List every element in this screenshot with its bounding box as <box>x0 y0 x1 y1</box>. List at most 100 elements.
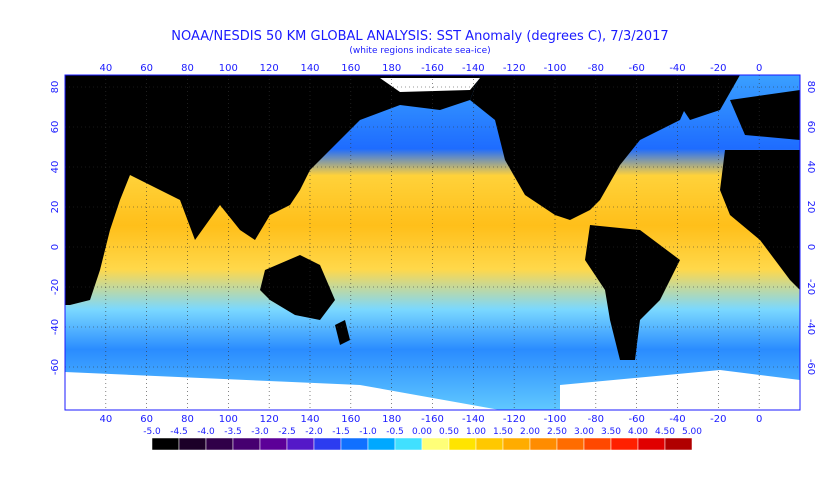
lon-label-top: 40 <box>99 63 112 74</box>
lon-label-bottom: -100 <box>544 414 567 425</box>
colorbar-swatch <box>178 437 207 451</box>
lon-label-top: -60 <box>628 63 644 74</box>
lon-label-top: -80 <box>588 63 604 74</box>
lon-label-bottom: 40 <box>99 414 112 425</box>
colorbar-label: 0.50 <box>439 427 459 437</box>
colorbar-label: -4.5 <box>170 427 188 437</box>
colorbar: -5.0 -4.5 -4.0 -3.5 -3.0 -2.5 -2.0 -1.5 -1.0 -0.5… <box>143 427 702 451</box>
lat-label-left: -40 <box>50 319 61 335</box>
colorbar-swatch <box>232 437 261 451</box>
colorbar-label: 1.50 <box>493 427 513 437</box>
colorbar-swatch <box>340 437 369 451</box>
lon-label-bottom: 160 <box>341 414 360 425</box>
lon-label-top: 180 <box>382 63 401 74</box>
colorbar-label: 3.50 <box>601 427 621 437</box>
colorbar-swatch <box>610 437 639 451</box>
colorbar-label: -1.5 <box>332 427 350 437</box>
colorbar-swatch <box>205 437 234 451</box>
colorbar-swatch <box>529 437 558 451</box>
colorbar-swatch <box>448 437 477 451</box>
colorbar-swatch <box>367 437 396 451</box>
lat-label-right: 60 <box>805 121 816 134</box>
lon-label-bottom: -80 <box>588 414 604 425</box>
lat-label-left: 40 <box>50 161 61 174</box>
lon-label-top: -20 <box>710 63 726 74</box>
colorbar-swatch <box>556 437 585 451</box>
axis-labels: 40 40 60 60 80 80 100 100 120 120 140 140 160 160 180 1… <box>50 63 816 425</box>
lon-label-bottom: 60 <box>140 414 153 425</box>
colorbar-label: 2.50 <box>547 427 567 437</box>
graticule <box>65 75 800 410</box>
map <box>64 74 801 411</box>
colorbar-label: 5.00 <box>682 427 702 437</box>
colorbar-label: -2.5 <box>278 427 296 437</box>
lon-label-bottom: 120 <box>260 414 279 425</box>
lat-label-right: 0 <box>805 244 816 250</box>
lon-label-bottom: -60 <box>628 414 644 425</box>
colorbar-swatch <box>313 437 342 451</box>
sea-ice <box>65 78 800 410</box>
lon-label-bottom: 180 <box>382 414 401 425</box>
colorbar-label: -5.0 <box>143 427 161 437</box>
colorbar-swatch <box>259 437 288 451</box>
lon-label-bottom: 0 <box>756 414 762 425</box>
map-subtitle: (white regions indicate sea-ice) <box>349 46 490 56</box>
colorbar-label: 1.00 <box>466 427 486 437</box>
colorbar-label: 0.00 <box>412 427 432 437</box>
colorbar-swatch <box>394 437 423 451</box>
lat-label-right: -40 <box>805 319 816 335</box>
lat-label-right: 20 <box>805 201 816 214</box>
colorbar-swatch <box>583 437 612 451</box>
colorbar-label: -4.0 <box>197 427 215 437</box>
colorbar-swatch <box>664 437 693 451</box>
colorbar-label: 3.00 <box>574 427 594 437</box>
lon-label-top: 80 <box>181 63 194 74</box>
lat-label-right: -20 <box>805 279 816 295</box>
lon-label-bottom: 140 <box>300 414 319 425</box>
colorbar-swatch <box>286 437 315 451</box>
lon-label-top: -120 <box>503 63 526 74</box>
lat-label-left: 60 <box>50 121 61 134</box>
land <box>65 75 800 360</box>
colorbar-swatch <box>151 437 180 451</box>
lat-label-left: 80 <box>50 81 61 94</box>
lon-label-bottom: 80 <box>181 414 194 425</box>
lon-label-bottom: -40 <box>669 414 685 425</box>
lon-label-top: -140 <box>462 63 485 74</box>
lon-label-bottom: -120 <box>503 414 526 425</box>
lat-label-left: 20 <box>50 201 61 214</box>
colorbar-label: -2.0 <box>305 427 323 437</box>
colorbar-swatch <box>475 437 504 451</box>
map-title: NOAA/NESDIS 50 KM GLOBAL ANALYSIS: SST A… <box>171 29 668 44</box>
lat-label-left: -60 <box>50 359 61 375</box>
lat-label-right: -60 <box>805 359 816 375</box>
lon-label-top: 140 <box>300 63 319 74</box>
lon-label-top: 120 <box>260 63 279 74</box>
lon-label-top: -100 <box>544 63 567 74</box>
lon-label-bottom: 100 <box>219 414 238 425</box>
lon-label-bottom: -160 <box>421 414 444 425</box>
colorbar-label: -3.5 <box>224 427 242 437</box>
colorbar-swatch <box>421 437 450 451</box>
lon-label-bottom: -140 <box>462 414 485 425</box>
lon-label-top: -40 <box>669 63 685 74</box>
colorbar-label: -3.0 <box>251 427 269 437</box>
map-frame <box>64 74 801 411</box>
lat-label-left: 0 <box>50 244 61 250</box>
lat-label-right: 80 <box>805 81 816 94</box>
lat-label-right: 40 <box>805 161 816 174</box>
lon-label-top: 60 <box>140 63 153 74</box>
colorbar-label: 4.50 <box>655 427 675 437</box>
lon-label-top: -160 <box>421 63 444 74</box>
colorbar-label: 4.00 <box>628 427 648 437</box>
lat-label-left: -20 <box>50 279 61 295</box>
lon-label-top: 0 <box>756 63 762 74</box>
colorbar-label: -1.0 <box>359 427 377 437</box>
lon-label-top: 100 <box>219 63 238 74</box>
lon-label-top: 160 <box>341 63 360 74</box>
colorbar-swatch <box>502 437 531 451</box>
colorbar-label: -0.5 <box>386 427 404 437</box>
colorbar-label: 2.00 <box>520 427 540 437</box>
lon-label-bottom: -20 <box>710 414 726 425</box>
